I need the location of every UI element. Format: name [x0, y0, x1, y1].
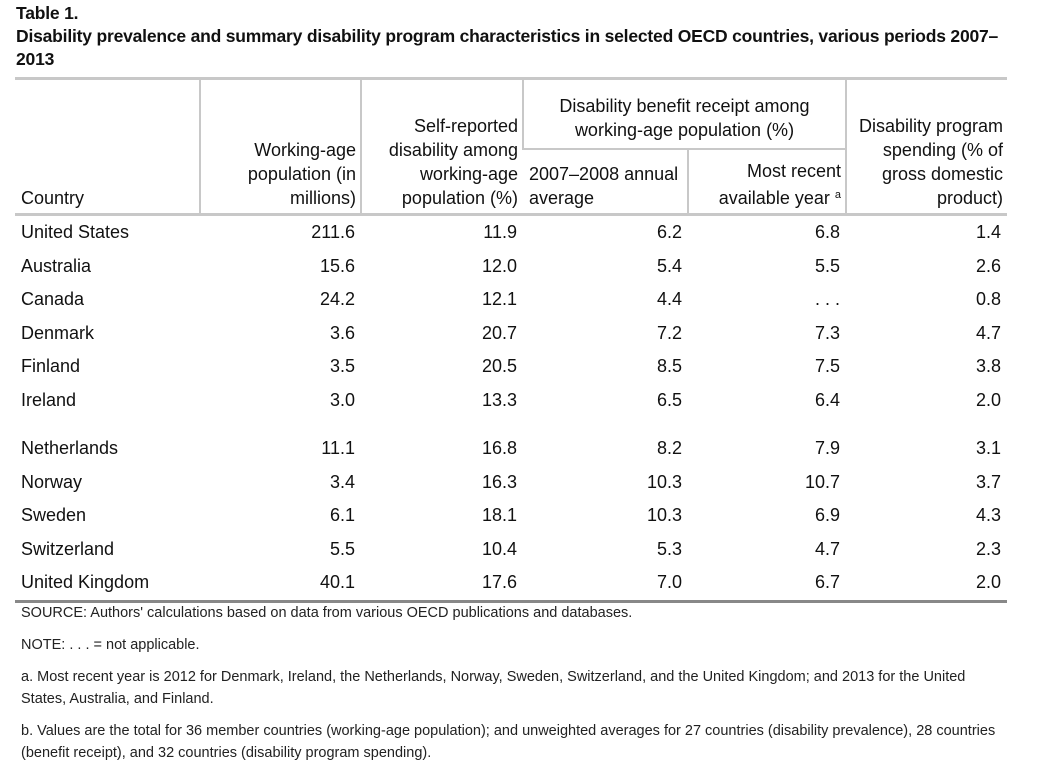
cell-population: 3.4 — [329, 471, 355, 492]
cell-benefit-2007: 4.4 — [656, 289, 682, 309]
cell-population: 15.6 — [319, 255, 355, 276]
footnote-b: b. Values are the total for 36 member co… — [21, 723, 996, 761]
cell-population: 3.6 — [329, 322, 355, 343]
cell-population: 211.6 — [311, 222, 355, 242]
cell-country: Ireland — [21, 389, 77, 410]
cell-country: Australia — [21, 255, 92, 276]
cell-self-reported: 20.5 — [481, 356, 517, 376]
cell-spending: 3.1 — [975, 438, 1001, 458]
header-country: Country — [21, 188, 85, 208]
cell-self-reported: 11.9 — [483, 222, 517, 242]
cell-spending: 0.8 — [975, 289, 1001, 309]
table-title-block: Table 1. Disability prevalence and summa… — [16, 2, 1006, 71]
cell-benefit-recent: 6.8 — [814, 222, 840, 242]
table-row: Australia 15.6 12.0 5.4 5.5 2.6 — [15, 250, 1007, 284]
cell-benefit-recent: 4.7 — [814, 538, 840, 559]
cell-spending: 2.0 — [975, 389, 1001, 410]
cell-country: Denmark — [21, 322, 95, 343]
cell-benefit-recent: 10.7 — [804, 471, 840, 492]
table-row: Sweden 6.1 18.1 10.3 6.9 4.3 — [15, 499, 1007, 533]
header-benefit-2007: 2007–2008 annual average — [529, 164, 679, 208]
cell-benefit-2007: 8.2 — [656, 438, 682, 458]
na-note: NOTE: . . . = not applicable. — [21, 637, 200, 653]
cell-self-reported: 16.3 — [481, 471, 517, 492]
table-title: Disability prevalence and summary disabi… — [16, 26, 999, 69]
footnote-a: a. Most recent year is 2012 for Denmark,… — [21, 669, 966, 707]
cell-spending: 2.6 — [975, 255, 1001, 276]
cell-self-reported: 12.0 — [481, 255, 517, 276]
cell-benefit-recent: . . . — [814, 289, 840, 309]
header-spending: Disability program spending (% of gross … — [845, 78, 1007, 215]
source-note: SOURCE: Authors' calculations based on d… — [21, 605, 633, 621]
cell-population: 11.1 — [321, 438, 355, 458]
cell-population: 6.1 — [329, 505, 355, 525]
cell-benefit-2007: 6.2 — [656, 222, 682, 242]
cell-spending: 3.7 — [975, 471, 1001, 492]
cell-spending: 4.7 — [975, 322, 1001, 343]
table-row: Netherlands 11.1 16.8 8.2 7.9 3.1 — [15, 417, 1007, 466]
table-row: Switzerland 5.5 10.4 5.3 4.7 2.3 — [15, 533, 1007, 567]
header-population: Working-age population (in millions) — [199, 78, 361, 215]
cell-population: 40.1 — [319, 572, 355, 592]
cell-benefit-2007: 5.4 — [656, 255, 682, 276]
cell-benefit-2007: 5.3 — [656, 538, 682, 559]
table-row: Ireland 3.0 13.3 6.5 6.4 2.0 — [15, 384, 1007, 418]
table-row: Canada 24.2 12.1 4.4 . . . 0.8 — [15, 283, 1007, 317]
cell-spending: 3.8 — [975, 356, 1001, 376]
cell-self-reported: 17.6 — [481, 572, 517, 592]
cell-spending: 2.3 — [975, 538, 1001, 559]
cell-population: 3.0 — [329, 389, 355, 410]
header-benefit-recent: Most recent available year a — [687, 149, 846, 215]
cell-benefit-recent: 7.3 — [814, 322, 840, 343]
cell-population: 3.5 — [329, 356, 355, 376]
cell-benefit-2007: 8.5 — [656, 356, 682, 376]
cell-country: Canada — [21, 289, 85, 309]
cell-country: Switzerland — [21, 538, 115, 559]
cell-benefit-2007: 10.3 — [646, 505, 682, 525]
cell-benefit-recent: 7.5 — [814, 356, 840, 376]
table-label: Table 1. — [16, 3, 79, 23]
cell-benefit-recent: 6.7 — [814, 572, 840, 592]
cell-country: Netherlands — [21, 438, 119, 458]
header-benefit-group: Disability benefit receipt among working… — [522, 78, 846, 150]
cell-spending: 1.4 — [975, 222, 1001, 242]
cell-benefit-recent: 6.9 — [814, 505, 840, 525]
table-row: Finland 3.5 20.5 8.5 7.5 3.8 — [15, 350, 1007, 384]
data-table: Country Working-age population (in milli… — [15, 77, 1007, 603]
cell-self-reported: 20.7 — [481, 322, 517, 343]
cell-benefit-recent: 6.4 — [814, 389, 840, 410]
cell-country: Finland — [21, 356, 81, 376]
cell-self-reported: 10.4 — [481, 538, 517, 559]
cell-spending: 4.3 — [975, 505, 1001, 525]
table-row: United Kingdom 40.1 17.6 7.0 6.7 2.0 — [15, 566, 1007, 601]
cell-self-reported: 16.8 — [481, 438, 517, 458]
footnote-marker: a — [834, 189, 841, 201]
table-notes: SOURCE: Authors' calculations based on d… — [21, 602, 1011, 774]
cell-country: Norway — [21, 471, 83, 492]
table-row: Denmark 3.6 20.7 7.2 7.3 4.7 — [15, 317, 1007, 351]
cell-country: United States — [21, 222, 130, 242]
cell-benefit-recent: 7.9 — [814, 438, 840, 458]
cell-spending: 2.0 — [975, 572, 1001, 592]
cell-benefit-2007: 10.3 — [646, 471, 682, 492]
table-row: United States 211.6 11.9 6.2 6.8 1.4 — [15, 215, 1007, 250]
cell-country: United Kingdom — [21, 572, 150, 592]
header-self-reported: Self-reported disability among working-a… — [360, 78, 523, 215]
cell-self-reported: 12.1 — [481, 289, 517, 309]
cell-benefit-2007: 7.0 — [656, 572, 682, 592]
cell-self-reported: 13.3 — [481, 389, 517, 410]
cell-population: 24.2 — [319, 289, 355, 309]
cell-benefit-2007: 7.2 — [656, 322, 682, 343]
cell-population: 5.5 — [329, 538, 355, 559]
cell-country: Sweden — [21, 505, 87, 525]
cell-self-reported: 18.1 — [481, 505, 517, 525]
table-row: Norway 3.4 16.3 10.3 10.7 3.7 — [15, 466, 1007, 500]
cell-benefit-recent: 5.5 — [814, 255, 840, 276]
cell-benefit-2007: 6.5 — [656, 389, 682, 410]
header-benefit-recent-label: Most recent available year — [718, 161, 841, 208]
